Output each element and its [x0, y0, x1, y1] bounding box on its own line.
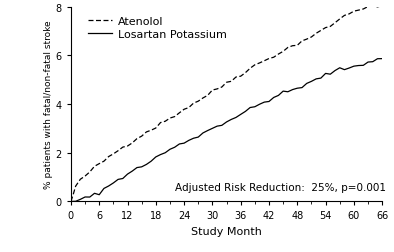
X-axis label: Study Month: Study Month — [191, 226, 262, 236]
Losartan Potassium — [139, 166, 144, 169]
Line: Losartan Potassium: Losartan Potassium — [71, 59, 382, 202]
Atenolol — [139, 135, 144, 138]
Losartan Potassium — [210, 127, 215, 130]
Atenolol — [243, 72, 248, 75]
Losartan Potassium — [304, 83, 309, 86]
Y-axis label: % patients with fatal/non-fatal stroke: % patients with fatal/non-fatal stroke — [44, 21, 53, 188]
Atenolol — [380, 5, 385, 8]
Atenolol — [248, 68, 253, 71]
Losartan Potassium — [69, 200, 73, 203]
Atenolol — [135, 138, 139, 141]
Text: Adjusted Risk Reduction:  25%, p=0.001: Adjusted Risk Reduction: 25%, p=0.001 — [175, 182, 386, 192]
Losartan Potassium — [380, 58, 385, 61]
Line: Atenolol: Atenolol — [71, 7, 382, 202]
Losartan Potassium — [361, 65, 366, 68]
Atenolol — [370, 5, 375, 8]
Losartan Potassium — [196, 136, 201, 139]
Losartan Potassium — [116, 178, 121, 181]
Atenolol — [69, 200, 73, 203]
Atenolol — [347, 13, 351, 16]
Legend: Atenolol, Losartan Potassium: Atenolol, Losartan Potassium — [86, 15, 229, 42]
